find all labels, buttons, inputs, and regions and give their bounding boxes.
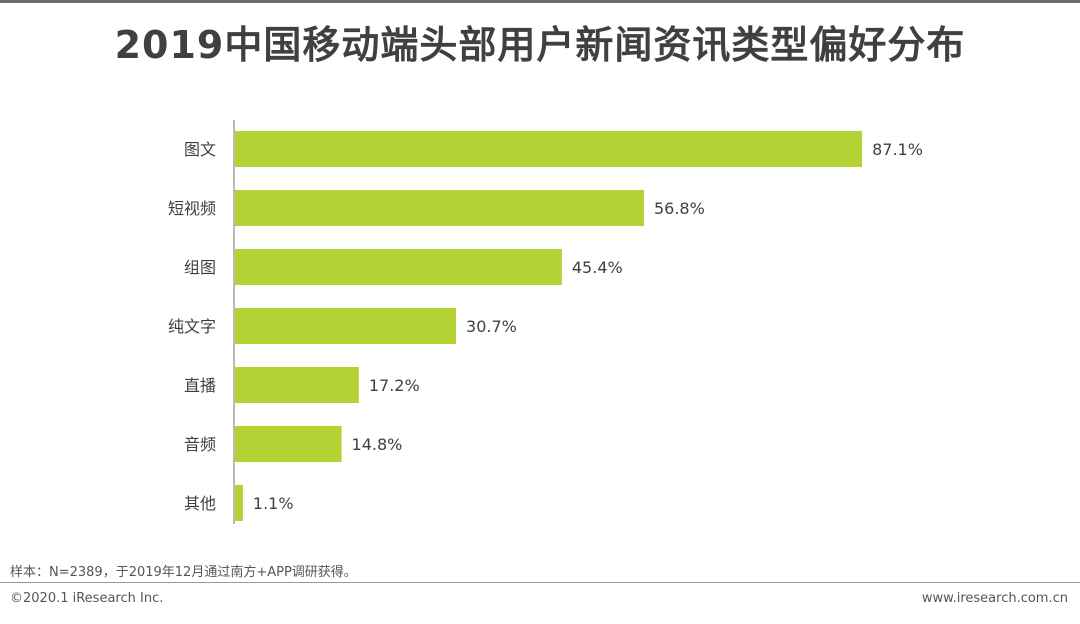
category-label: 其他 xyxy=(184,494,216,513)
chart-title: 2019中国移动端头部用户新闻资讯类型偏好分布 xyxy=(114,23,966,67)
bar xyxy=(235,367,359,403)
data-label: 14.8% xyxy=(352,435,403,454)
bar xyxy=(235,308,457,344)
website-link: www.iresearch.com.cn xyxy=(921,591,1068,606)
top-border xyxy=(0,0,1080,3)
bar xyxy=(235,131,863,167)
bar xyxy=(235,249,562,285)
category-label: 音频 xyxy=(184,435,216,454)
footer-divider xyxy=(0,582,1080,583)
bar-chart: 图文 87.1% 短视频 56.8% 组图 45.4% 纯文字 30.7% 直播 17.2% 音频 1… xyxy=(168,120,923,524)
data-label: 56.8% xyxy=(654,199,705,218)
category-label: 纯文字 xyxy=(168,317,216,336)
bar xyxy=(235,426,342,462)
data-label: 30.7% xyxy=(466,317,517,336)
bar xyxy=(235,485,243,521)
data-label: 87.1% xyxy=(872,140,923,159)
bar xyxy=(235,190,644,226)
data-label: 1.1% xyxy=(253,494,294,513)
category-label: 图文 xyxy=(184,140,216,159)
category-label: 组图 xyxy=(184,258,216,277)
sample-note: 样本：N=2389，于2019年12月通过南方+APP调研获得。 xyxy=(10,565,357,580)
copyright-text: ©2020.1 iResearch Inc. xyxy=(10,591,164,606)
data-label: 17.2% xyxy=(369,376,420,395)
category-label: 直播 xyxy=(184,376,216,395)
data-label: 45.4% xyxy=(572,258,623,277)
category-label: 短视频 xyxy=(168,199,216,218)
